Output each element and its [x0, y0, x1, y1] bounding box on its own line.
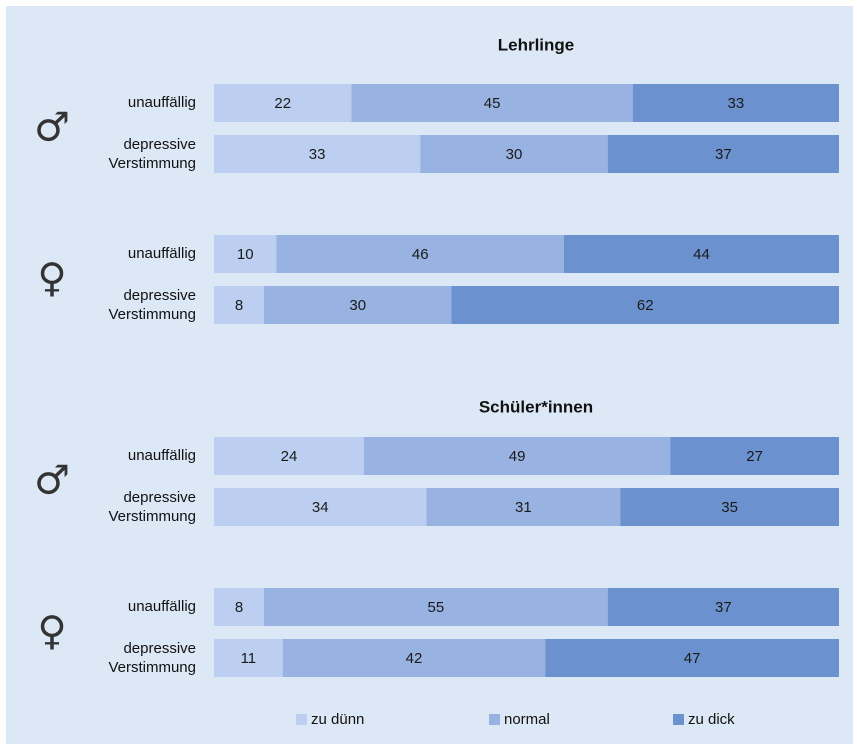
- bar-segment-normal: [276, 235, 564, 273]
- bar-segment-normal: [264, 588, 608, 626]
- legend-label: zu dick: [688, 711, 735, 728]
- data-label: 10: [237, 246, 254, 263]
- male-symbol-icon: ♂: [34, 458, 70, 504]
- data-label: 33: [728, 95, 745, 112]
- bar-segment-normal: [351, 84, 633, 122]
- bar-segment-zu-dick: [545, 639, 839, 677]
- legend-label: normal: [504, 711, 550, 728]
- data-label: 55: [428, 599, 445, 616]
- row-label-line: Verstimmung: [108, 306, 196, 323]
- panel-title: Schüler*innen: [479, 397, 593, 416]
- bar-segment-zu-dick: [451, 286, 839, 324]
- bar-segment-normal: [364, 437, 671, 475]
- row-label-line: Verstimmung: [108, 659, 196, 676]
- bar-segment-zu-dünn: [214, 437, 364, 475]
- data-label: 34: [312, 499, 329, 516]
- data-label: 44: [693, 246, 710, 263]
- data-label: 47: [684, 650, 701, 667]
- legend-swatch: [673, 714, 684, 725]
- bar-segment-zu-dünn: [214, 639, 283, 677]
- bar-segment-zu-dünn: [214, 84, 352, 122]
- bar-segment-zu-dick: [632, 84, 839, 122]
- bar-segment-zu-dick: [670, 437, 839, 475]
- data-label: 46: [412, 246, 429, 263]
- data-label: 49: [509, 448, 526, 465]
- data-label: 31: [515, 499, 532, 516]
- data-label: 30: [506, 146, 523, 163]
- bar-segment-zu-dick: [620, 488, 839, 526]
- row-label-line: Verstimmung: [108, 508, 196, 525]
- panel-title: Lehrlinge: [498, 35, 575, 54]
- stacked-bar-chart: Lehrlinge ♂ unauffällig 22 45 33 depressive Ver…: [34, 35, 839, 728]
- data-label: 42: [406, 650, 423, 667]
- data-label: 30: [349, 297, 366, 314]
- chart-panel: Lehrlinge ♂ unauffällig 22 45 33 depressive Ver…: [6, 6, 853, 744]
- bar-segment-zu-dünn: [214, 286, 264, 324]
- data-label: 37: [715, 146, 732, 163]
- bar-segment-zu-dünn: [214, 135, 421, 173]
- data-label: 24: [281, 448, 298, 465]
- data-label: 8: [235, 599, 243, 616]
- bar-segment-normal: [264, 286, 452, 324]
- data-label: 45: [484, 95, 501, 112]
- bar-segment-zu-dünn: [214, 235, 277, 273]
- female-symbol-icon: ♀: [37, 256, 66, 302]
- data-label: 11: [241, 650, 257, 667]
- data-label: 22: [274, 95, 291, 112]
- legend-swatch: [489, 714, 500, 725]
- row-label-line: depressive: [123, 136, 196, 153]
- row-label: unauffällig: [128, 245, 196, 262]
- bar-segment-normal: [420, 135, 608, 173]
- data-label: 27: [746, 448, 763, 465]
- row-label: unauffällig: [128, 94, 196, 111]
- bar-segment-zu-dick: [607, 588, 839, 626]
- row-label-line: depressive: [123, 489, 196, 506]
- bar-segment-zu-dünn: [214, 488, 427, 526]
- bar-segment-zu-dünn: [214, 588, 264, 626]
- row-label-line: Verstimmung: [108, 155, 196, 172]
- legend-label: zu dünn: [311, 711, 364, 728]
- data-label: 35: [721, 499, 738, 516]
- data-label: 8: [235, 297, 243, 314]
- data-label: 33: [309, 146, 326, 163]
- bar-segment-normal: [426, 488, 621, 526]
- female-symbol-icon: ♀: [37, 609, 66, 655]
- data-label: 62: [637, 297, 654, 314]
- data-label: 37: [715, 599, 732, 616]
- row-label: unauffällig: [128, 447, 196, 464]
- male-symbol-icon: ♂: [34, 105, 70, 151]
- bar-segment-zu-dick: [607, 135, 839, 173]
- row-label-line: depressive: [123, 287, 196, 304]
- row-label-line: depressive: [123, 640, 196, 657]
- bar-segment-zu-dick: [564, 235, 839, 273]
- row-label: unauffällig: [128, 598, 196, 615]
- legend-swatch: [296, 714, 307, 725]
- bar-segment-normal: [282, 639, 546, 677]
